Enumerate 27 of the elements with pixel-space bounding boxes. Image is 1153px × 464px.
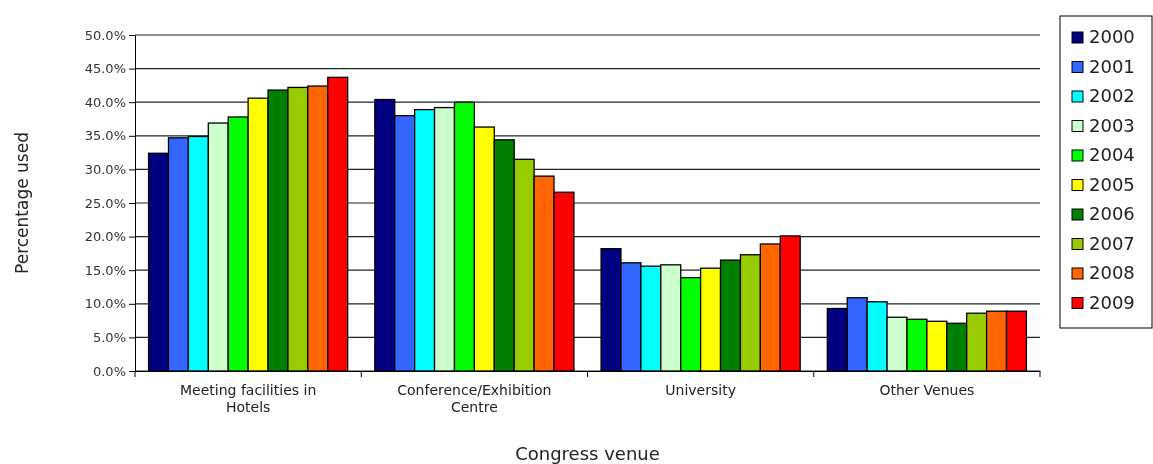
y-tick-label: 10.0% [84,296,126,312]
x-tick-label: Conference/Exhibition Centre [397,381,552,415]
x-tick-label: Meeting facilities in Hotels [179,381,317,415]
y-tick-label: 30.0% [84,162,126,178]
legend-label: 2003 [1089,114,1135,136]
y-tick-label: 0.0% [92,363,126,379]
legend-label: 2008 [1089,262,1135,283]
legend-label: 2004 [1089,144,1135,165]
y-tick-label: 40.0% [84,94,126,110]
y-tick-label: 25.0% [84,195,126,211]
y-axis-title: Percentage used [12,132,32,274]
legend-label: 2006 [1089,203,1135,224]
y-tick-label: 45.0% [84,61,126,77]
legend-label: 2001 [1089,55,1135,77]
legend-label: 2000 [1089,26,1135,47]
x-axis-title: Congress venue [515,443,660,464]
x-tick-label: Other Venues [879,381,975,398]
y-tick-label: 20.0% [84,229,126,245]
y-tick-label: 5.0% [92,330,126,346]
legend-label: 2009 [1089,291,1135,313]
legend-label: 2002 [1089,85,1135,106]
y-tick-label: 50.0% [84,27,126,43]
x-tick-label: University [665,381,736,398]
y-tick-label: 35.0% [84,128,126,144]
legend-label: 2005 [1089,173,1135,195]
legend-label: 2007 [1089,232,1135,254]
y-tick-label: 15.0% [84,262,126,278]
